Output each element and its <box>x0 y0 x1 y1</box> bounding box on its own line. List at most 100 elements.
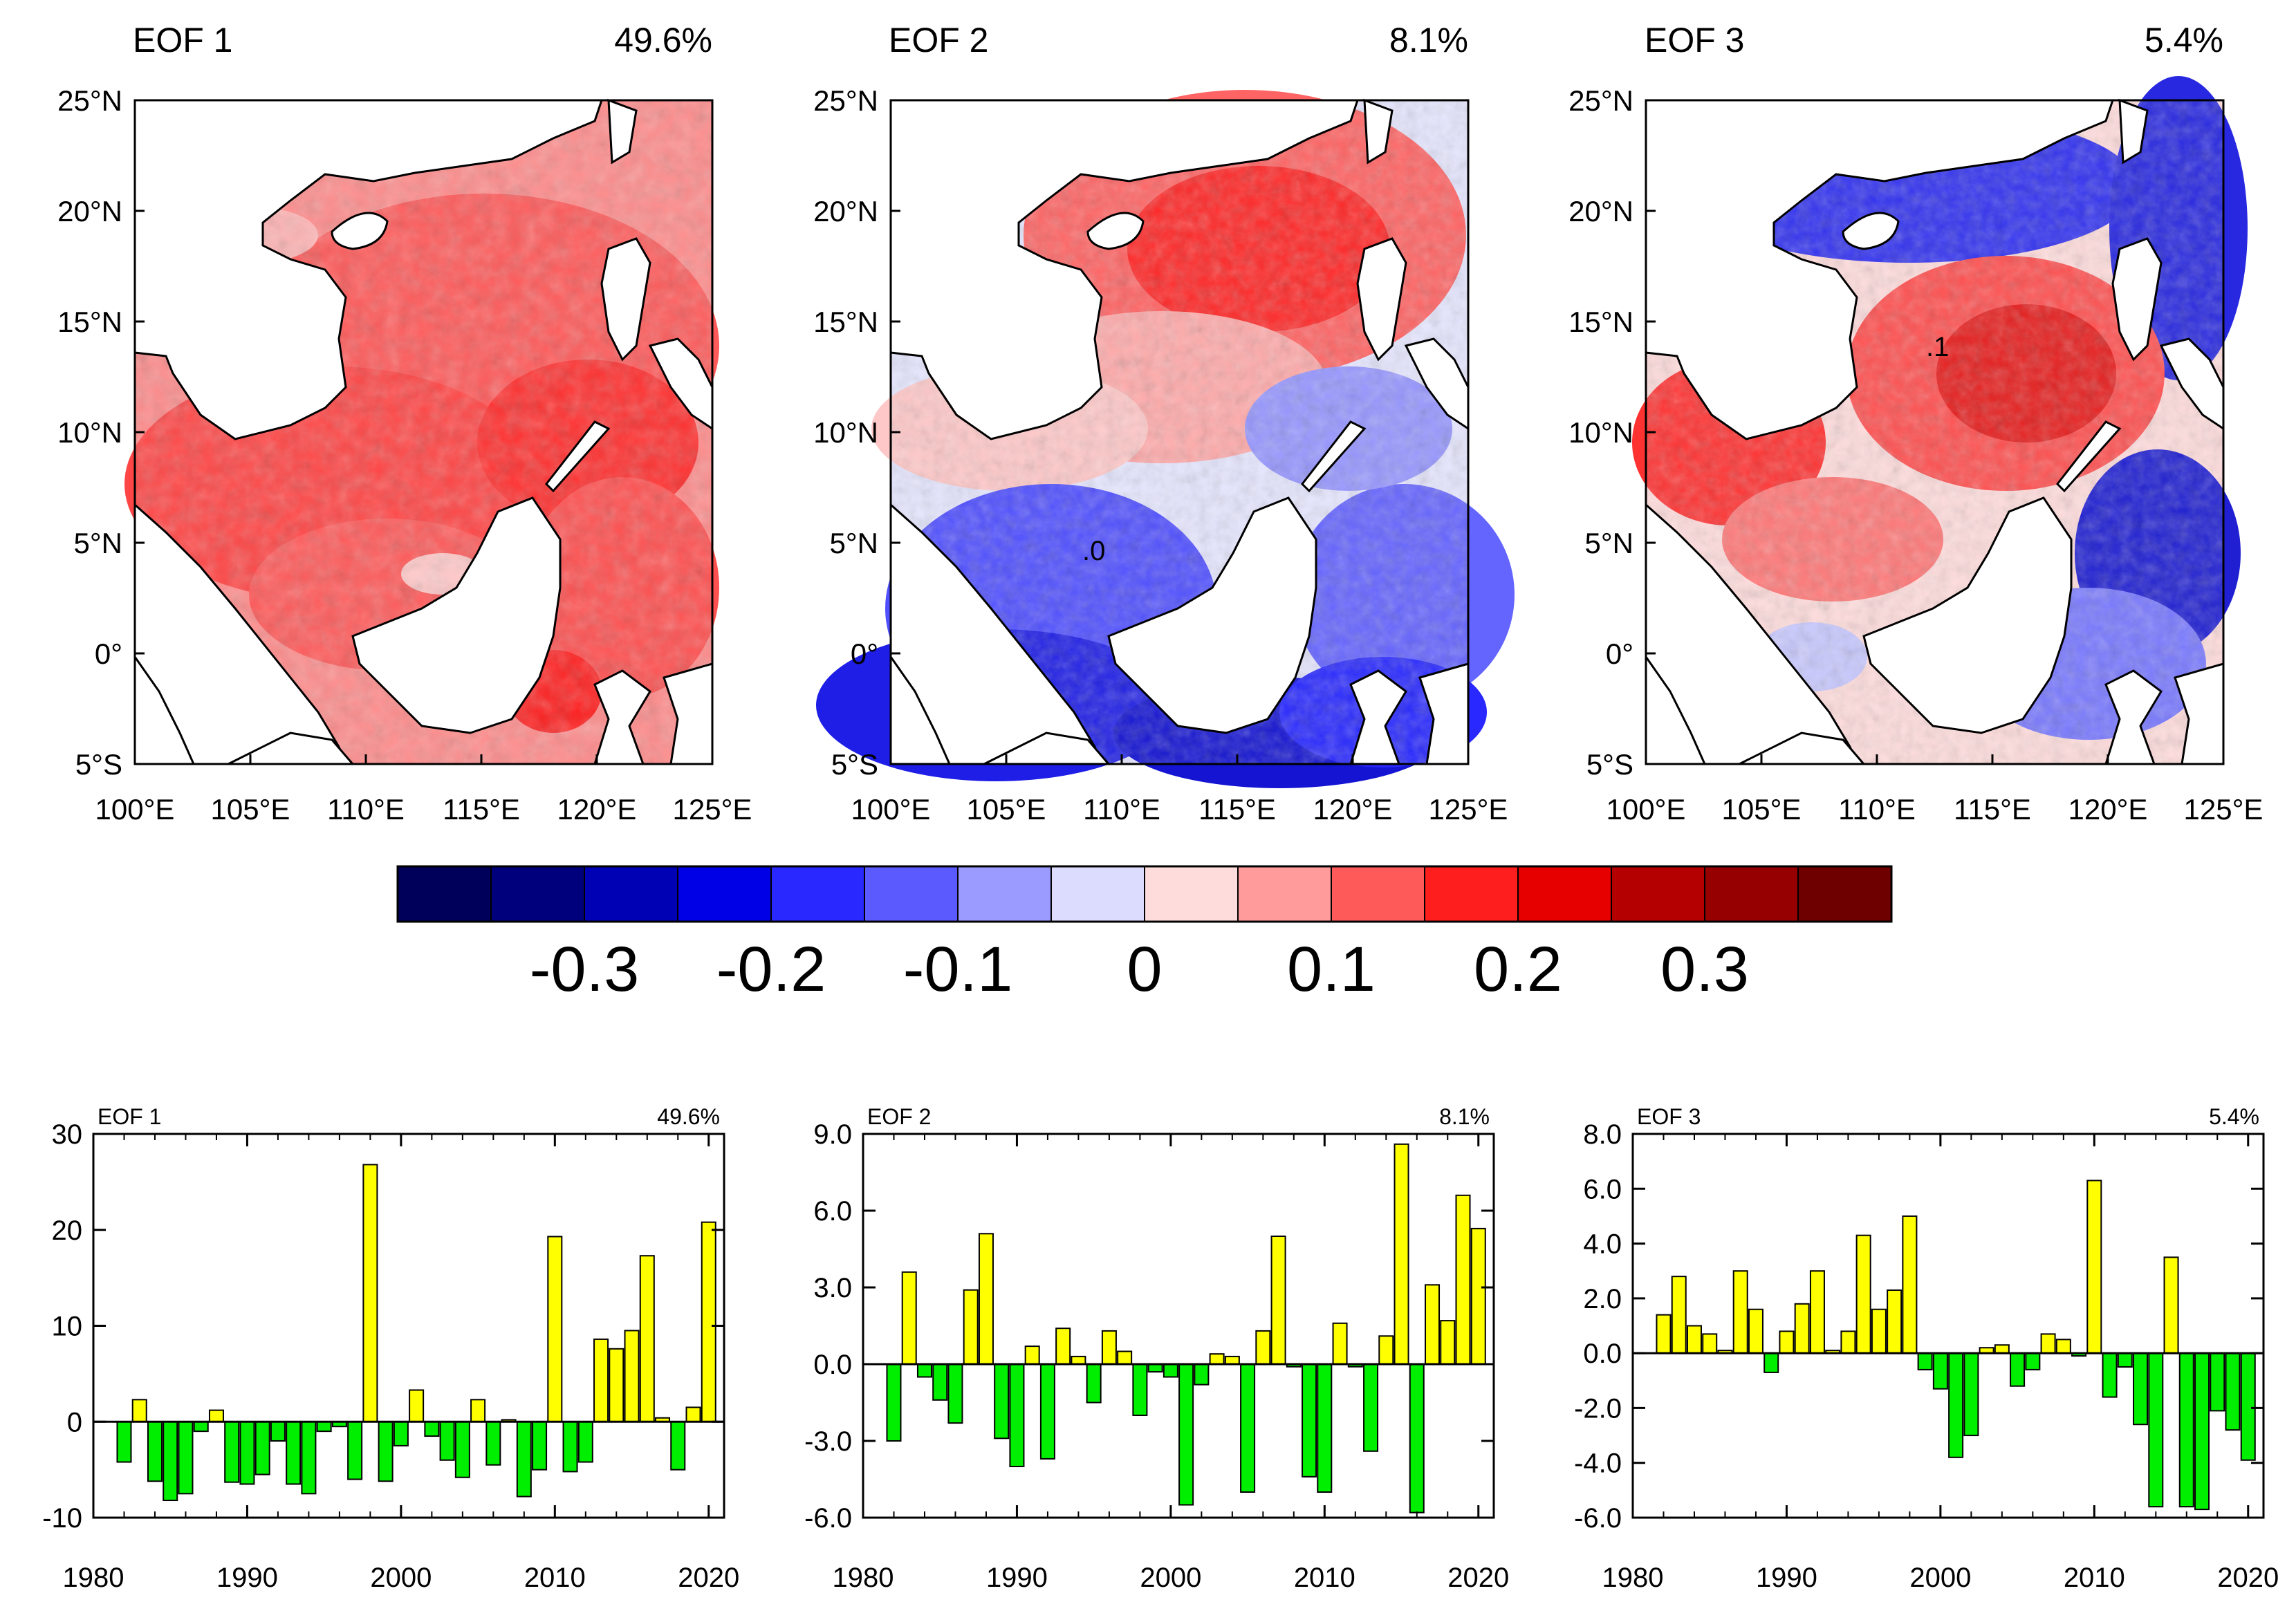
y-tick-label: -6.0 <box>1574 1503 1622 1534</box>
bar <box>1855 1234 1871 1354</box>
bar <box>316 1421 332 1433</box>
colorbar-label: 0.3 <box>1660 934 1749 1005</box>
chart-frame <box>1631 1133 2265 1519</box>
bar <box>239 1421 255 1485</box>
colorbar-swatch <box>864 866 959 922</box>
bar <box>1840 1330 1856 1354</box>
chart-variance: 49.6% <box>657 1104 720 1129</box>
lon-tick-label: 105°E <box>1722 793 1802 826</box>
lat-tick-label: 5°S <box>1586 748 1633 781</box>
lon-tick-label: 125°E <box>673 793 752 826</box>
bar <box>1224 1355 1240 1366</box>
colorbar-swatch <box>1611 866 1705 922</box>
bar <box>1440 1320 1456 1365</box>
bar <box>163 1421 178 1502</box>
colorbar-swatch <box>1704 866 1799 922</box>
lat-tick-label: 25°N <box>57 84 122 117</box>
y-tick-label: 0 <box>67 1407 82 1437</box>
colorbar-label: 0 <box>1127 934 1162 1005</box>
colorbar: -0.3 -0.2 -0.1 0 0.1 0.2 0.3 <box>396 865 1893 1005</box>
map-variance: 5.4% <box>2145 21 2223 59</box>
map-title: EOF 1 <box>133 21 232 59</box>
map-title: EOF 2 <box>889 21 988 59</box>
y-tick-label: 0.0 <box>1583 1339 1622 1369</box>
lat-tick-label: 10°N <box>1568 416 1633 449</box>
contour-label: .1 <box>1926 332 1949 362</box>
bar <box>1101 1330 1117 1366</box>
chart-title: EOF 1 <box>98 1104 161 1129</box>
bar <box>301 1421 317 1495</box>
y-tick-label: 10 <box>52 1312 83 1342</box>
eof3-pc-chart: EOF 3 5.4% -6.0 -4.0 -2.0 0.0 2.0 4.0 6.0 8.0 1980… <box>1574 1104 2279 1593</box>
chart-title: EOF 2 <box>867 1104 931 1129</box>
chart-title: EOF 3 <box>1637 1104 1701 1129</box>
map-variance: 49.6% <box>614 21 712 59</box>
eof3-map-panel: EOF 3 5.4% <box>1568 21 2263 826</box>
y-tick-label: 30 <box>52 1119 83 1150</box>
x-tick-label: 2020 <box>2217 1563 2279 1593</box>
bar <box>1425 1284 1441 1366</box>
colorbar-swatch <box>1797 866 1892 922</box>
colorbar-label: -0.2 <box>716 934 826 1005</box>
land-mask <box>889 98 1470 765</box>
bar <box>1470 1227 1486 1366</box>
bar <box>254 1421 270 1475</box>
lon-tick-label: 105°E <box>967 793 1046 826</box>
x-tick-label: 2020 <box>678 1563 739 1593</box>
chart-variance: 5.4% <box>2209 1104 2259 1129</box>
bar <box>1317 1363 1333 1493</box>
bar <box>1378 1335 1394 1366</box>
bar <box>1178 1363 1194 1506</box>
colorbar-swatch <box>1424 866 1519 922</box>
bar <box>485 1421 501 1466</box>
lat-tick-label: 5°N <box>74 527 123 559</box>
bar <box>470 1399 486 1423</box>
bar <box>393 1421 409 1446</box>
colorbar-swatch <box>1517 866 1612 922</box>
y-tick-label: -3.0 <box>804 1426 852 1457</box>
y-tick-label: -4.0 <box>1574 1449 1622 1479</box>
colorbar-swatch <box>957 866 1052 922</box>
bar <box>2148 1352 2164 1508</box>
bar <box>2117 1352 2133 1368</box>
bar <box>1086 1363 1102 1404</box>
bar <box>208 1409 224 1423</box>
lat-tick-label: 20°N <box>1568 195 1633 227</box>
bar <box>1748 1308 1763 1354</box>
colorbar-swatch <box>1237 866 1332 922</box>
bar <box>1363 1363 1379 1452</box>
lat-tick-label: 15°N <box>57 306 122 338</box>
y-tick-label: -6.0 <box>804 1503 852 1534</box>
bar <box>562 1421 578 1473</box>
lon-tick-label: 100°E <box>95 793 175 826</box>
bar <box>1409 1363 1425 1514</box>
bar <box>547 1236 563 1423</box>
bar <box>1209 1353 1225 1365</box>
bar <box>609 1348 624 1423</box>
land-mask <box>133 98 714 765</box>
lon-tick-label: 110°E <box>1838 793 1916 826</box>
bar <box>1779 1330 1795 1354</box>
bar <box>1071 1355 1086 1366</box>
bar <box>1763 1352 1779 1373</box>
x-tick-label: 1980 <box>833 1563 894 1593</box>
bar <box>1686 1325 1702 1354</box>
lon-tick-label: 115°E <box>1198 793 1276 826</box>
bar <box>1871 1308 1887 1354</box>
map-variance: 8.1% <box>1389 21 1468 59</box>
eof1-map-panel: EOF 1 49.6% 25°N2 <box>57 21 752 826</box>
bar <box>994 1363 1010 1440</box>
lat-tick-label: 0° <box>851 637 878 670</box>
bar <box>670 1421 686 1471</box>
lat-tick-label: 25°N <box>813 84 878 117</box>
bar <box>424 1421 440 1437</box>
bar <box>2240 1352 2256 1461</box>
bar <box>2194 1352 2210 1511</box>
bar <box>116 1421 132 1463</box>
colorbar-swatch <box>677 866 772 922</box>
bar <box>347 1421 363 1480</box>
bar <box>1948 1352 1964 1458</box>
bar <box>178 1421 194 1495</box>
bar <box>1963 1352 1979 1437</box>
